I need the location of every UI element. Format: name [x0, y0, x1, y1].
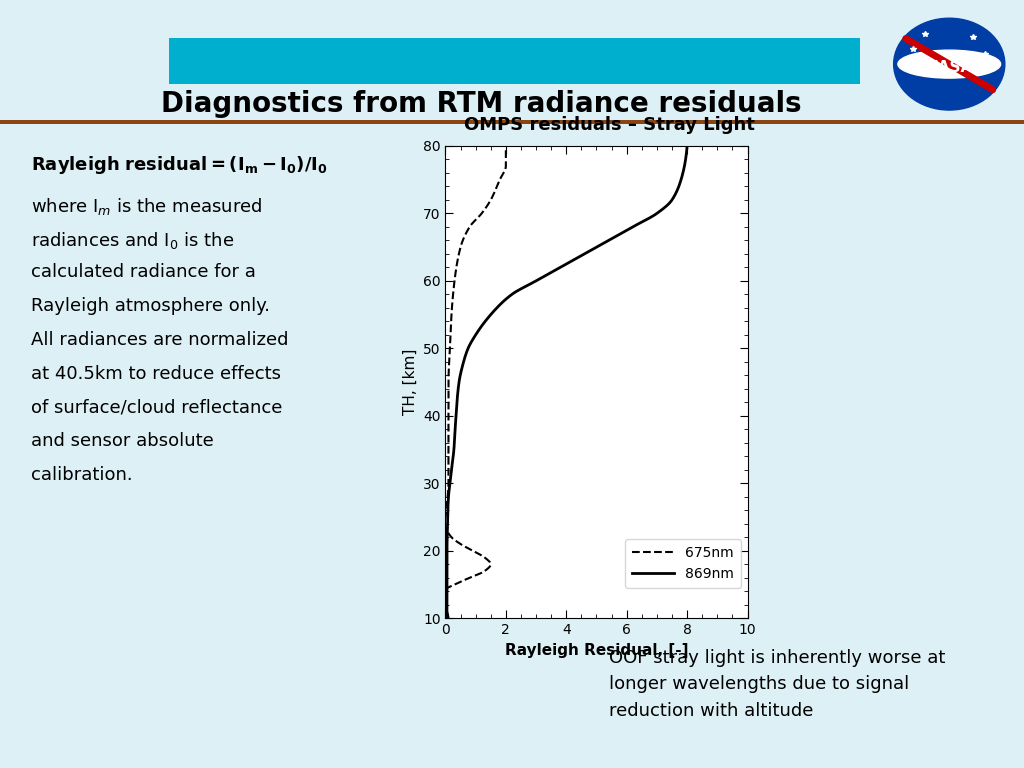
Line: 675nm: 675nm — [439, 146, 506, 618]
Text: where I$_m$ is the measured: where I$_m$ is the measured — [31, 196, 262, 217]
Circle shape — [894, 18, 1005, 110]
Text: All radiances are normalized: All radiances are normalized — [31, 331, 288, 349]
869nm — [440, 614, 453, 623]
675nm — [442, 614, 455, 623]
675nm — [461, 227, 473, 236]
Text: Diagnostics from RTM radiance residuals: Diagnostics from RTM radiance residuals — [161, 90, 802, 118]
675nm — [500, 141, 512, 151]
Text: OMPS residuals – Stray Light: OMPS residuals – Stray Light — [464, 117, 755, 134]
X-axis label: Rayleigh Residual, [-]: Rayleigh Residual, [-] — [505, 643, 688, 657]
Text: radiances and I$_0$ is the: radiances and I$_0$ is the — [31, 230, 234, 250]
675nm — [442, 386, 455, 396]
Text: Rayleigh atmosphere only.: Rayleigh atmosphere only. — [31, 297, 269, 315]
Text: and sensor absolute: and sensor absolute — [31, 432, 213, 450]
675nm — [443, 358, 456, 367]
869nm — [680, 153, 692, 162]
869nm — [457, 358, 469, 367]
FancyArrowPatch shape — [905, 38, 993, 90]
Ellipse shape — [898, 50, 1000, 78]
Text: at 40.5km to reduce effects: at 40.5km to reduce effects — [31, 365, 281, 382]
869nm — [468, 333, 480, 342]
675nm — [444, 333, 457, 342]
Text: $\mathbf{Rayleigh\ residual=(I_m-I_0)/I_0}$: $\mathbf{Rayleigh\ residual=(I_m-I_0)/I_… — [31, 154, 328, 176]
Text: calibration.: calibration. — [31, 466, 132, 484]
Legend: 675nm, 869nm: 675nm, 869nm — [625, 539, 740, 588]
Line: 869nm: 869nm — [446, 146, 687, 618]
Text: OOF stray light is inherently worse at
longer wavelengths due to signal
reductio: OOF stray light is inherently worse at l… — [609, 649, 945, 720]
675nm — [442, 389, 455, 399]
Text: calculated radiance for a: calculated radiance for a — [31, 263, 256, 281]
869nm — [452, 386, 464, 396]
869nm — [681, 141, 693, 151]
Text: NASA: NASA — [926, 60, 973, 74]
869nm — [452, 389, 464, 399]
675nm — [500, 153, 512, 162]
Text: of surface/cloud reflectance: of surface/cloud reflectance — [31, 399, 282, 416]
Y-axis label: TH, [km]: TH, [km] — [402, 349, 418, 415]
869nm — [620, 227, 632, 236]
